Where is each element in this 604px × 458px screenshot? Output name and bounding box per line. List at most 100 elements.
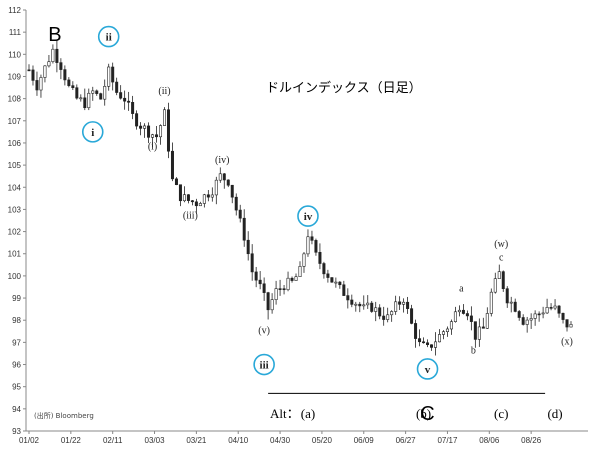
candle-body	[111, 66, 115, 83]
candle-body	[127, 100, 131, 103]
candle	[374, 301, 378, 322]
candle-body	[378, 307, 382, 317]
candle	[493, 272, 497, 294]
candle	[390, 310, 394, 322]
candle	[155, 126, 159, 143]
y-tick-label: 101	[8, 250, 22, 259]
candle-body	[147, 125, 151, 138]
candle	[214, 176, 218, 205]
candle	[557, 304, 561, 318]
candle-body	[63, 69, 67, 81]
candle-body	[402, 301, 406, 305]
candle	[314, 238, 318, 256]
candle-body	[51, 48, 55, 62]
circle-wave-label: ii	[97, 25, 120, 48]
candle-body	[294, 276, 298, 281]
candle-body	[318, 251, 322, 264]
candle	[414, 319, 418, 348]
candle-body	[258, 279, 262, 285]
candle	[350, 294, 354, 308]
candle-body	[346, 295, 350, 301]
x-tick-label: 05/20	[312, 436, 333, 445]
candle	[91, 86, 95, 101]
candle	[334, 277, 338, 288]
candle-body	[230, 184, 234, 198]
candle-body	[174, 178, 178, 186]
candle-body	[418, 338, 422, 343]
candle-body	[533, 313, 537, 319]
candle	[358, 301, 362, 313]
candle	[326, 269, 330, 283]
candle	[509, 296, 513, 313]
x-tick-label: 04/10	[228, 436, 249, 445]
candle	[111, 62, 115, 91]
candle	[549, 303, 553, 311]
candle-body	[79, 97, 83, 100]
candle-body	[131, 102, 135, 114]
candle	[433, 332, 437, 356]
candle-body	[330, 277, 334, 283]
candle-body	[449, 321, 453, 330]
candle	[270, 293, 274, 314]
candle	[202, 193, 206, 208]
circle-text: ii	[106, 32, 112, 44]
x-tick-label: 06/27	[396, 436, 417, 445]
wave-label: a	[459, 283, 464, 294]
y-tick-label: 99	[12, 294, 21, 303]
candle-body	[71, 85, 75, 89]
candle	[342, 280, 346, 296]
candle-body	[254, 271, 258, 281]
candle-body	[182, 194, 186, 202]
candle-body	[151, 134, 155, 138]
x-tick-label: 01/22	[61, 436, 82, 445]
y-tick-label: 96	[12, 361, 21, 370]
wave-label: (x)	[561, 337, 573, 348]
alt-prefix: Alt：	[270, 406, 300, 421]
candle-body	[342, 284, 346, 296]
major-wave-label: C	[420, 403, 434, 425]
candle	[139, 122, 143, 136]
candle-body	[43, 65, 47, 78]
x-tick-label: 03/21	[186, 436, 207, 445]
candle-body	[274, 288, 278, 300]
candle	[55, 39, 59, 73]
candle	[254, 266, 258, 288]
candle	[87, 88, 91, 111]
candle	[561, 312, 565, 324]
wave-circle	[81, 121, 104, 143]
candle	[553, 299, 557, 311]
candle-body	[398, 301, 402, 305]
y-tick-label: 110	[8, 50, 21, 59]
candles	[27, 39, 573, 356]
y-tick-label: 107	[8, 117, 22, 126]
candle	[354, 301, 358, 312]
candle	[99, 92, 103, 100]
candle-body	[302, 253, 306, 267]
candle	[445, 326, 449, 337]
candle	[151, 133, 155, 148]
candle-body	[561, 312, 565, 320]
candle-body	[410, 308, 414, 324]
candle-body	[374, 307, 378, 312]
candle	[529, 313, 533, 329]
candle	[366, 295, 370, 309]
candle-body	[206, 194, 210, 198]
candle-body	[469, 315, 473, 322]
wave-label: (w)	[494, 239, 508, 250]
candle	[569, 321, 573, 328]
candle	[410, 304, 414, 325]
major-wave-label: B	[48, 24, 61, 46]
candle	[310, 230, 314, 245]
candle	[115, 77, 119, 96]
candle	[398, 296, 402, 310]
candle	[238, 204, 242, 223]
candle-body	[489, 291, 493, 314]
candle	[473, 321, 477, 348]
candle-body	[278, 288, 282, 290]
candle	[565, 319, 569, 332]
circle-text: iii	[260, 360, 269, 372]
candle-body	[386, 314, 390, 320]
candle	[449, 319, 453, 335]
y-tick-label: 112	[8, 6, 21, 15]
